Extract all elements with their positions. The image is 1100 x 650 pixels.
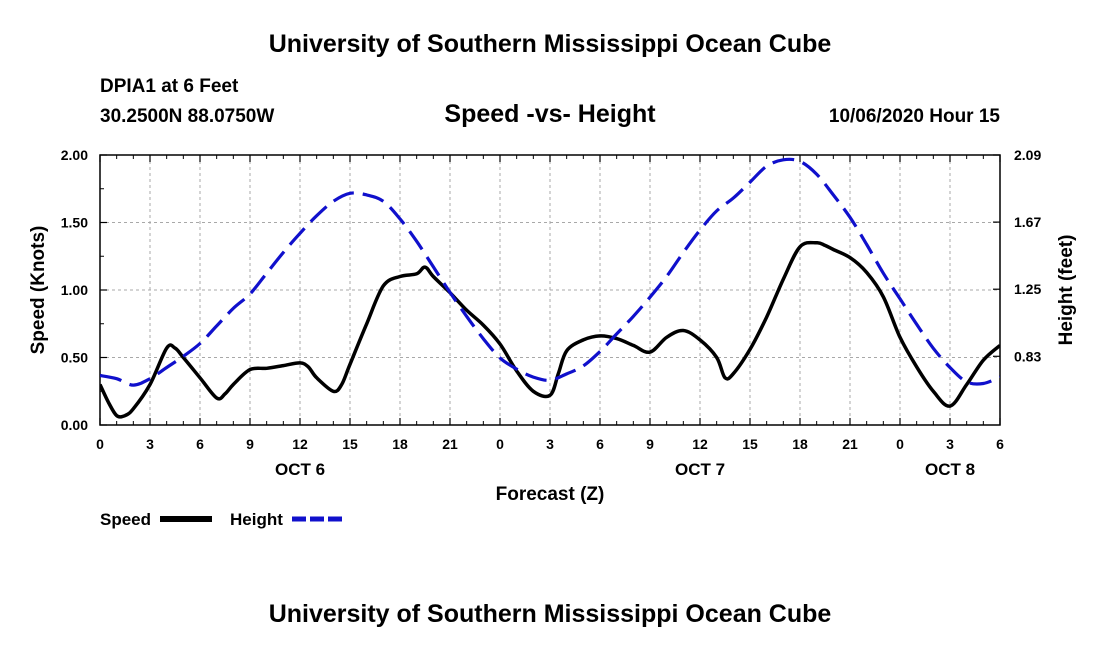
x-tick-label: 0: [96, 436, 104, 452]
y-tick-label-left: 0.00: [61, 417, 88, 433]
x-tick-label: 3: [146, 436, 154, 452]
x-tick-label: 9: [246, 436, 254, 452]
x-tick-label: 0: [496, 436, 504, 452]
y-axis-label-right: Height (feet): [1056, 235, 1077, 346]
x-tick-label: 6: [196, 436, 204, 452]
x-tick-label: 18: [792, 436, 808, 452]
y-tick-label-right: 2.09: [1014, 147, 1041, 163]
x-tick-label: 6: [596, 436, 604, 452]
series-line-speed: [100, 240, 1000, 419]
y-tick-label-left: 2.00: [61, 147, 88, 163]
coordinates-label: 30.2500N 88.0750W: [100, 106, 275, 127]
x-tick-label: 21: [842, 436, 858, 452]
x-tick-label: 15: [742, 436, 758, 452]
y-tick-label-left: 0.50: [61, 350, 88, 366]
y-axis-label-left: Speed (Knots): [28, 226, 49, 355]
page-title: University of Southern Mississippi Ocean…: [268, 30, 832, 58]
timestamp-label: 10/06/2020 Hour 15: [828, 106, 1000, 127]
x-tick-label: 12: [292, 436, 308, 452]
x-axis-label: Forecast (Z): [496, 484, 605, 505]
x-tick-label: 6: [996, 436, 1004, 452]
legend-label-height: Height: [230, 510, 283, 529]
y-tick-label-right: 1.67: [1014, 214, 1041, 230]
y-tick-label-left: 1.00: [61, 282, 88, 298]
x-tick-label: 15: [342, 436, 358, 452]
date-label: OCT 6: [275, 460, 325, 479]
series-line-height: [100, 157, 1000, 387]
x-tick-label: 3: [546, 436, 554, 452]
y-tick-label-right: 1.25: [1014, 281, 1041, 297]
station-label: DPIA1 at 6 Feet: [100, 76, 239, 97]
x-tick-label: 12: [692, 436, 708, 452]
x-tick-label: 18: [392, 436, 408, 452]
footer-title: University of Southern Mississippi Ocean…: [268, 600, 832, 628]
x-tick-label: 0: [896, 436, 904, 452]
date-label: OCT 7: [675, 460, 725, 479]
x-tick-label: 9: [646, 436, 654, 452]
legend-label-speed: Speed: [100, 510, 151, 529]
y-tick-label-left: 1.50: [61, 215, 88, 231]
chart-subtitle: Speed -vs- Height: [444, 100, 656, 128]
x-tick-label: 3: [946, 436, 954, 452]
x-tick-label: 21: [442, 436, 458, 452]
date-label: OCT 8: [925, 460, 975, 479]
y-tick-label-right: 0.83: [1014, 348, 1041, 364]
